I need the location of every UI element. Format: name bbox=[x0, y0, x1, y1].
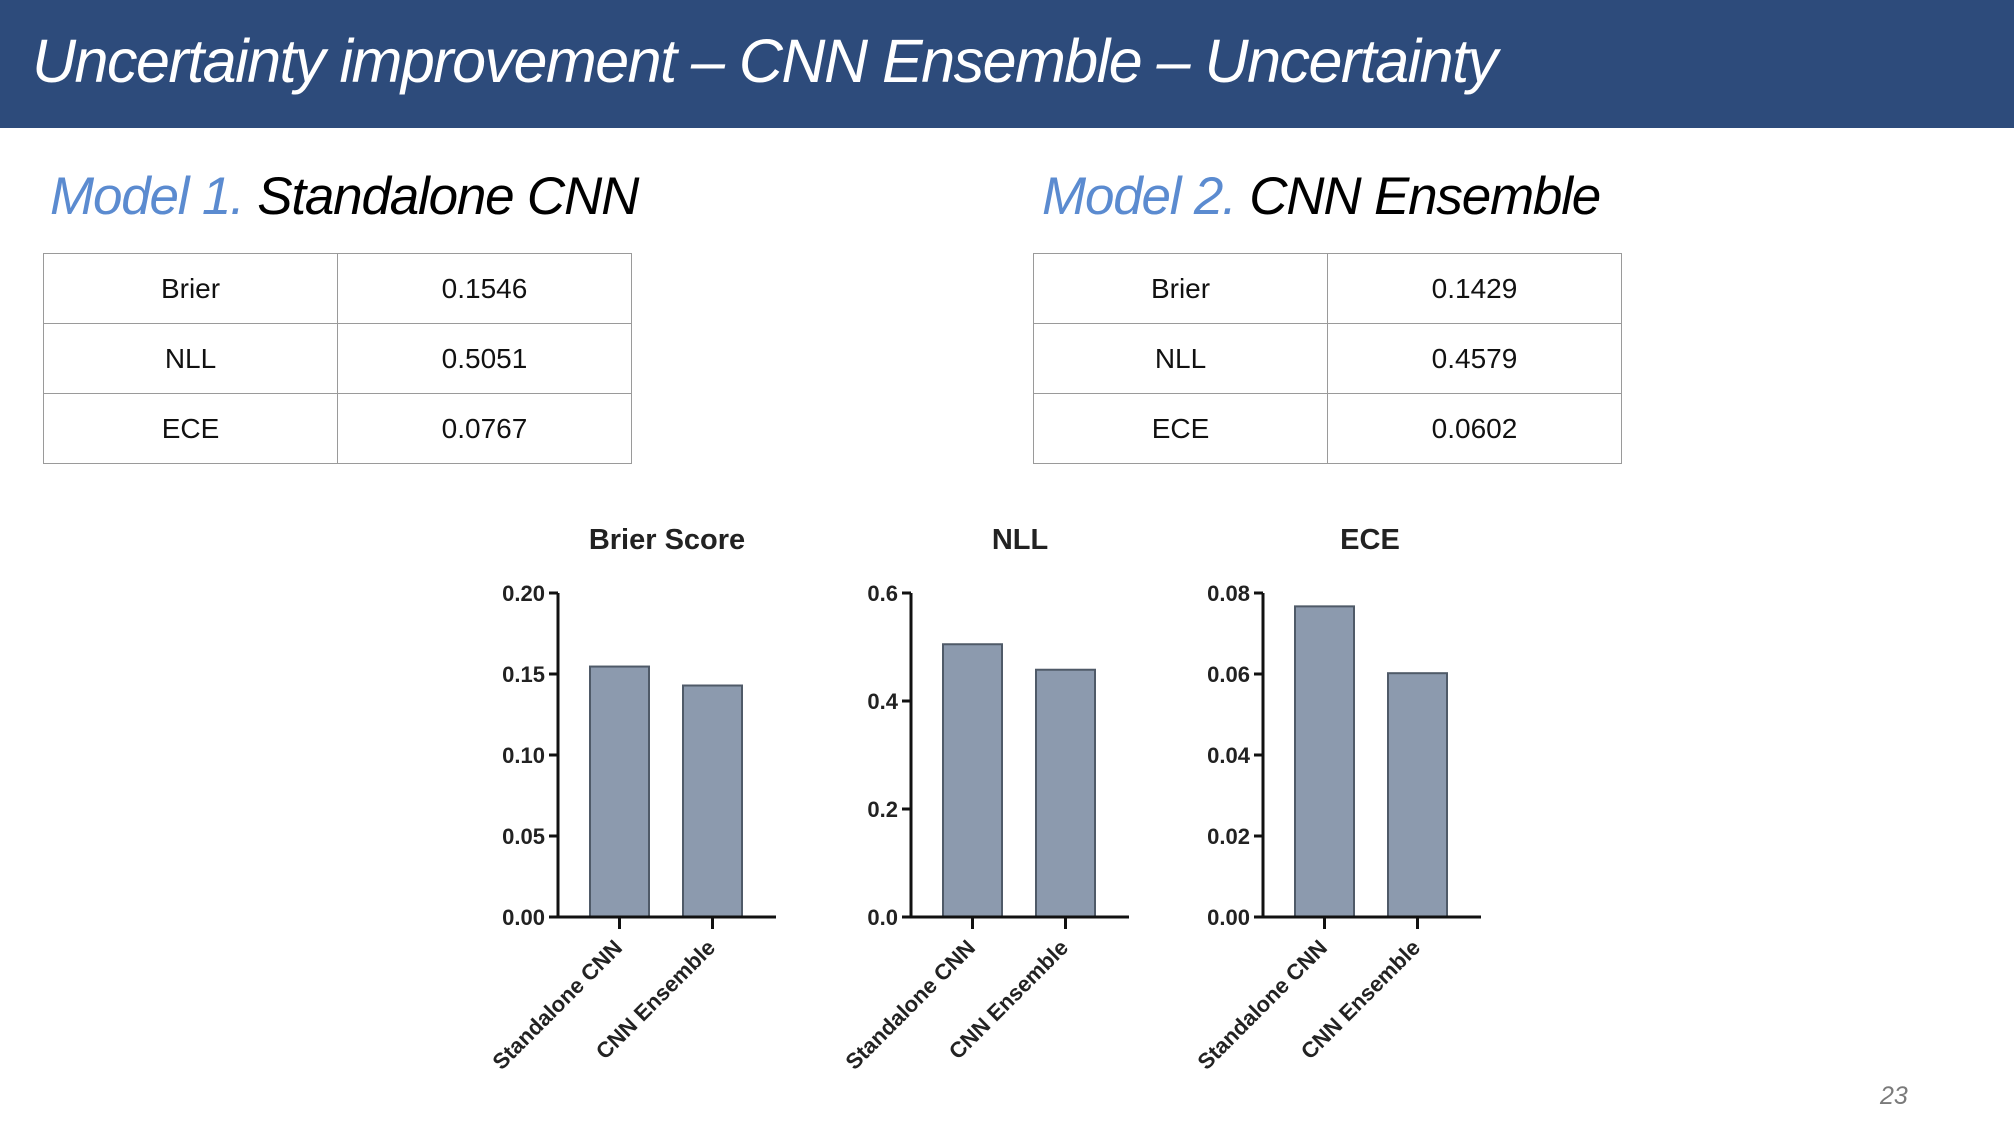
metric-name-cell: NLL bbox=[1033, 323, 1328, 394]
metric-name-cell: ECE bbox=[1033, 393, 1328, 464]
table-row: ECE 0.0767 bbox=[43, 393, 632, 464]
ece-y-tick-label: 0.06 bbox=[1207, 662, 1250, 687]
nll-bar bbox=[942, 643, 1003, 918]
model1-prefix: Model 1. bbox=[50, 167, 245, 226]
model1-name: Standalone CNN bbox=[257, 167, 639, 226]
ece-y-tick-label: 0.02 bbox=[1207, 824, 1250, 849]
table-row: ECE 0.0602 bbox=[1033, 393, 1622, 464]
slide-header: Uncertainty improvement – CNN Ensemble –… bbox=[0, 0, 2014, 128]
brier-score-y-tick-label: 0.15 bbox=[502, 662, 545, 687]
metric-value-cell: 0.0767 bbox=[337, 393, 632, 464]
brier-score-y-tick-label: 0.20 bbox=[502, 581, 545, 606]
nll-y-tick-label: 0.6 bbox=[867, 581, 898, 606]
page-number: 23 bbox=[1880, 1082, 1908, 1110]
ece-bar bbox=[1294, 605, 1355, 918]
brier-score-y-tick-label: 0.05 bbox=[502, 824, 545, 849]
table-row: NLL 0.4579 bbox=[1033, 323, 1622, 394]
ece-y-tick-label: 0.08 bbox=[1207, 581, 1250, 606]
nll-y-tick-label: 0.0 bbox=[867, 905, 898, 930]
ece-y-tick-label: 0.00 bbox=[1207, 905, 1250, 930]
model2-name: CNN Ensemble bbox=[1249, 167, 1601, 226]
brier-score-bar bbox=[682, 684, 743, 919]
brier-score-y-tick-label: 0.10 bbox=[502, 743, 545, 768]
model1-heading: Model 1. Standalone CNN bbox=[50, 166, 639, 227]
table-row: Brier 0.1546 bbox=[43, 253, 632, 324]
model2-metrics-table: Brier 0.1429 NLL 0.4579 ECE 0.0602 bbox=[1033, 253, 1622, 464]
ece-chart-title: ECE bbox=[1340, 524, 1400, 556]
metric-value-cell: 0.4579 bbox=[1327, 323, 1622, 394]
model2-prefix: Model 2. bbox=[1042, 167, 1237, 226]
ece-y-tick-label: 0.04 bbox=[1207, 743, 1251, 768]
slide-title: Uncertainty improvement – CNN Ensemble –… bbox=[32, 27, 1498, 95]
brier-score-chart-title: Brier Score bbox=[589, 524, 745, 556]
nll-bar bbox=[1035, 668, 1096, 919]
metric-name-cell: ECE bbox=[43, 393, 338, 464]
nll-y-tick-label: 0.2 bbox=[867, 797, 898, 822]
model1-metrics-table: Brier 0.1546 NLL 0.5051 ECE 0.0767 bbox=[43, 253, 632, 464]
metric-name-cell: Brier bbox=[43, 253, 338, 324]
brier-score-bar bbox=[589, 665, 650, 918]
ece-bar bbox=[1387, 672, 1448, 918]
model2-heading: Model 2. CNN Ensemble bbox=[1042, 166, 1601, 227]
brier-score-y-tick-label: 0.00 bbox=[502, 905, 545, 930]
metric-value-cell: 0.0602 bbox=[1327, 393, 1622, 464]
metric-name-cell: Brier bbox=[1033, 253, 1328, 324]
nll-chart-title: NLL bbox=[992, 524, 1048, 556]
nll-y-tick-label: 0.4 bbox=[867, 689, 898, 714]
